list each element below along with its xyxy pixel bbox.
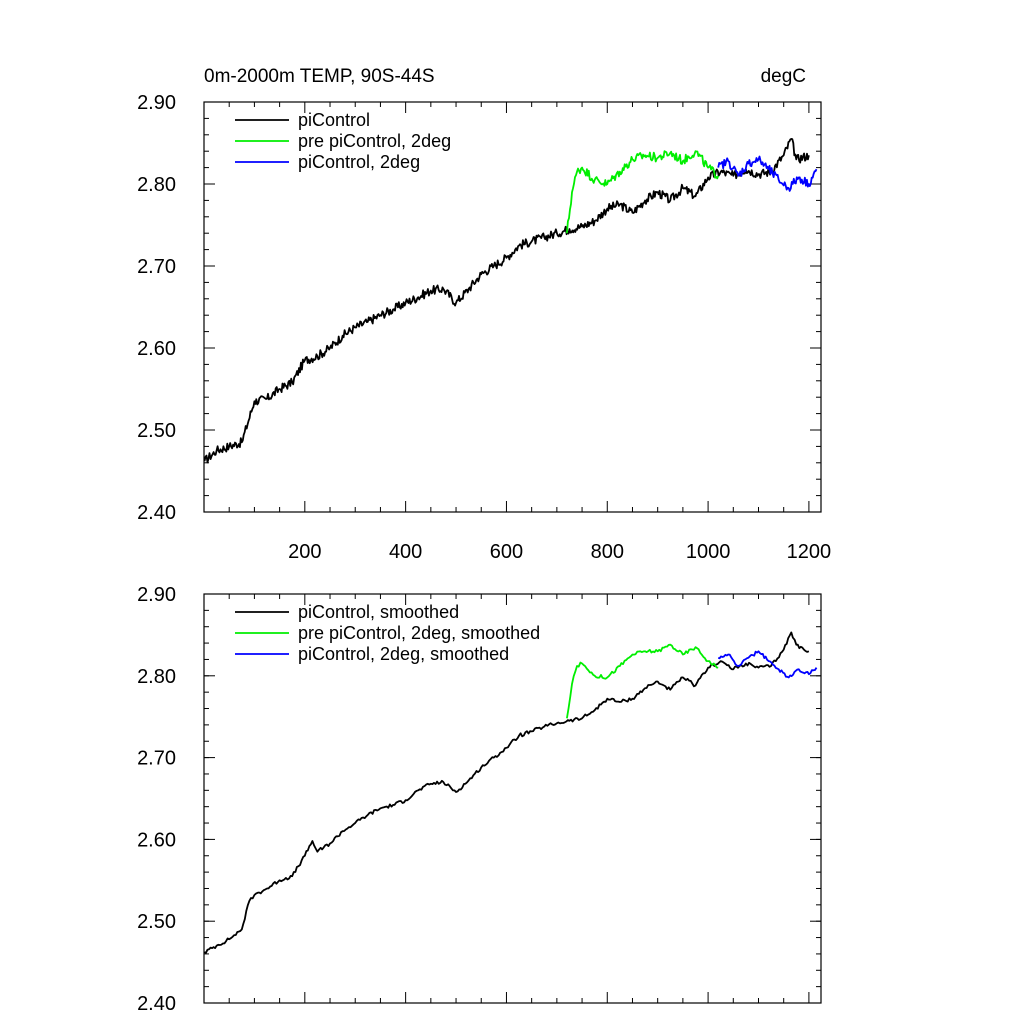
chart-raw-frame (203, 101, 822, 513)
chart-raw-ytick-label: 2.70 (137, 256, 176, 278)
chart-smoothed-legend-label: piControl, 2deg, smoothed (298, 644, 509, 664)
chart-smoothed-series-line-1 (204, 631, 810, 954)
chart-smoothed-series-line-2 (566, 643, 719, 719)
chart-raw-ytick-label: 2.60 (137, 338, 176, 360)
smoothed-timeseries-panel: 2.40 2.50 2.60 2.70 2.80 2.90 piControl, smoot… (137, 584, 822, 1015)
chart-title: 0m-2000m TEMP, 90S-44S (204, 66, 435, 87)
chart-raw-series-line-1 (203, 137, 810, 464)
chart-raw-ytick-label: 2.80 (137, 174, 176, 196)
chart-raw-xtick-label: 1200 (787, 541, 832, 563)
chart-smoothed-legend-label: piControl, smoothed (298, 602, 459, 622)
chart-smoothed-ytick-label: 2.80 (137, 666, 176, 688)
chart-smoothed-frame (203, 593, 822, 1004)
chart-smoothed-ytick-label: 2.40 (137, 993, 176, 1015)
units-label: degC (761, 66, 806, 87)
chart-raw-legend-label: piControl, 2deg (298, 152, 420, 172)
chart-raw-ytick-label: 2.40 (137, 502, 176, 524)
raw-timeseries-panel: 2.40 2.50 2.60 2.70 2.80 2.90 200 400 600 800 1000… (137, 92, 831, 563)
chart-raw-xtick-label: 800 (591, 541, 624, 563)
chart-raw-legend-label: piControl (298, 110, 370, 130)
chart-raw-xtick-label: 400 (389, 541, 422, 563)
chart-raw-series-line-3 (717, 155, 818, 192)
chart-raw-xtick-label: 1000 (686, 541, 731, 563)
chart-smoothed-ytick-label: 2.90 (137, 584, 176, 606)
chart-raw-ytick-label: 2.90 (137, 92, 176, 114)
chart-raw-legend-label: pre piControl, 2deg (298, 131, 451, 151)
chart-raw-xtick-label: 200 (288, 541, 321, 563)
chart-smoothed-series-line-3 (717, 650, 818, 679)
chart-smoothed-ytick-label: 2.50 (137, 911, 176, 933)
chart-smoothed-ytick-label: 2.70 (137, 748, 176, 770)
chart-raw-series-line-2 (566, 150, 720, 234)
chart-smoothed-legend-label: pre piControl, 2deg, smoothed (298, 623, 540, 643)
chart-raw-ytick-label: 2.50 (137, 420, 176, 442)
chart-raw-xtick-label: 600 (490, 541, 523, 563)
chart-smoothed-ytick-label: 2.60 (137, 829, 176, 851)
